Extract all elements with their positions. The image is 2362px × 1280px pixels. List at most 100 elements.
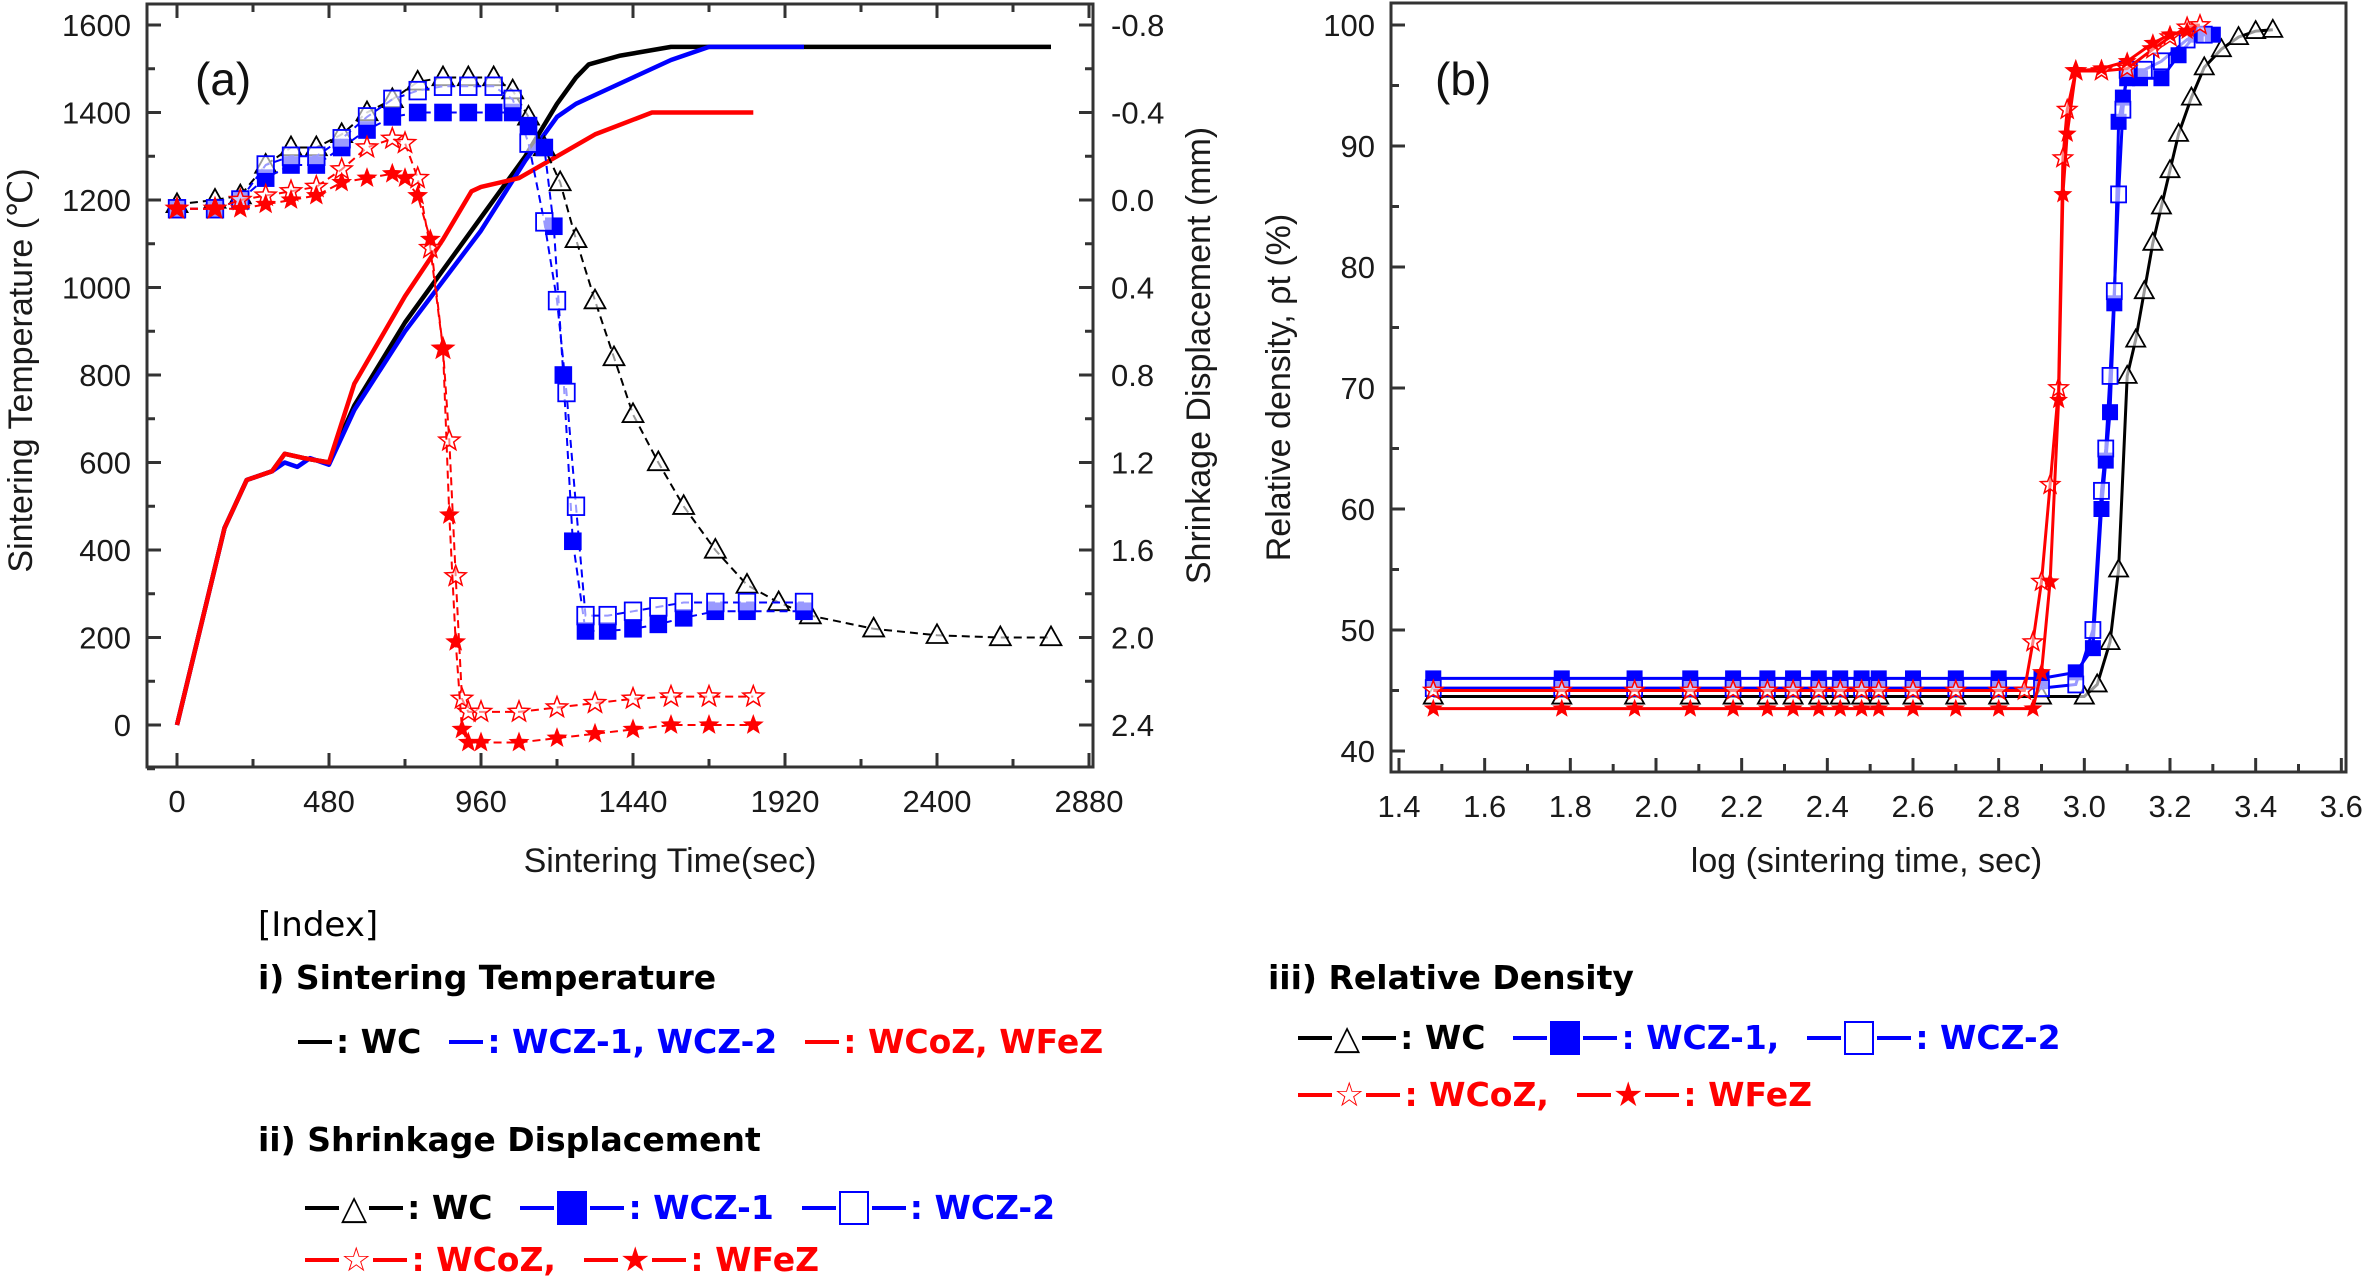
point-wcz-2 <box>503 89 522 110</box>
point-wc <box>2124 327 2147 348</box>
legend-entry-wcoz-density: ☆: WCoZ, <box>1298 1075 1549 1114</box>
point-wcz-1 <box>554 366 573 384</box>
point-wcz-2 <box>674 592 693 613</box>
point-wcz-2 <box>357 107 377 127</box>
index-heading-density: iii) Relative Density <box>1268 958 1634 997</box>
x-tick-label-b: 2.4 <box>1806 789 1849 824</box>
point-wfez <box>438 504 460 524</box>
point-wfez <box>1723 698 1743 717</box>
y-tick-label-b: 70 <box>1341 371 1375 406</box>
point-wc <box>925 622 949 644</box>
point-wcz-2 <box>383 89 402 110</box>
point-wcoz <box>1807 678 1831 701</box>
point-wcoz <box>1987 678 2011 701</box>
point-wcz-1 <box>459 103 478 122</box>
line-swatch <box>1366 1092 1401 1097</box>
line-swatch <box>871 1205 906 1210</box>
point-wcz-1 <box>576 622 595 640</box>
x-tick-label-a: 480 <box>303 784 355 819</box>
point-wcoz <box>1623 678 1647 701</box>
point-wcz-2 <box>2084 621 2102 639</box>
x-tick-label-a: 960 <box>455 784 507 819</box>
y2-tick-label-a: 1.6 <box>1111 533 1154 568</box>
y-tick-label-a: 1200 <box>62 183 131 218</box>
point-wcz-2 <box>484 76 503 96</box>
point-wcoz <box>696 683 722 708</box>
point-wc <box>988 624 1013 647</box>
point-wfez <box>1680 698 1700 717</box>
legend-entry-red-temp: : WCoZ, WFeZ <box>805 1022 1103 1061</box>
point-wcoz <box>2141 37 2165 60</box>
point-wcoz <box>1828 678 1852 701</box>
point-wcoz <box>436 427 462 452</box>
point-wcoz <box>1781 678 1805 701</box>
point-wcz-1 <box>535 138 554 157</box>
open-triangle-icon: △ <box>341 1187 368 1228</box>
line-swatch <box>801 1205 836 1210</box>
line-swatch <box>1362 1035 1397 1040</box>
point-wc <box>2073 684 2096 705</box>
x-tick-label-b: 2.0 <box>1634 789 1677 824</box>
x-axis-title-a: Sintering Time(sec) <box>524 842 817 880</box>
line-swatch <box>1576 1092 1611 1097</box>
point-wcoz <box>1755 678 1779 701</box>
legend-entry-wcz2-density: : WCZ-2 <box>1807 1018 2061 1057</box>
point-wcz-2 <box>332 129 351 149</box>
index-section-temperature: i) Sintering Temperature <box>258 958 716 997</box>
temperature-line-wcoz-wfez <box>174 110 754 726</box>
point-wc <box>2150 194 2173 215</box>
point-wcz-2 <box>794 592 814 613</box>
point-wcz-2 <box>547 290 567 311</box>
y2-tick-label-a: -0.8 <box>1111 8 1164 43</box>
point-wc <box>621 401 645 423</box>
point-wfez <box>432 337 454 358</box>
point-wcoz <box>1944 678 1968 701</box>
point-wcoz <box>620 685 646 710</box>
point-wc <box>2210 37 2233 58</box>
index-row: : WC : WCZ-1, WCZ-2 : WCoZ, WFeZ <box>298 1022 1131 1061</box>
point-wcz-2 <box>408 80 427 101</box>
point-wfez <box>2066 61 2086 80</box>
point-wfez <box>356 167 378 187</box>
legend-entry-wcz-temp: : WCZ-1, WCZ-2 <box>449 1022 777 1061</box>
point-wcoz <box>443 563 469 587</box>
y-tick-label-a: 1000 <box>62 271 131 306</box>
y-tick-label-b: 80 <box>1341 250 1375 285</box>
point-wc <box>671 493 696 515</box>
point-wc <box>1039 624 1063 647</box>
open-star-icon: ☆ <box>1334 1074 1365 1115</box>
y-tick-label-a: 400 <box>79 533 131 568</box>
point-wcz-2 <box>706 592 725 613</box>
point-wfez <box>2057 123 2077 142</box>
line-swatch <box>373 1257 408 1262</box>
point-wcz-1 <box>383 108 402 126</box>
point-wc <box>646 449 671 472</box>
point-wfez <box>381 162 403 183</box>
index-row: ☆: WCoZ, ★: WFeZ <box>1298 1075 1840 1114</box>
line-swatch <box>1807 1035 1842 1040</box>
line-swatch <box>305 1257 339 1262</box>
line-swatch <box>1513 1035 1548 1040</box>
point-wc <box>2116 364 2139 384</box>
point-wcoz <box>2021 629 2045 652</box>
panel-label-b: (b) <box>1435 53 1491 105</box>
point-wfez <box>660 714 682 734</box>
y-tick-label-a: 200 <box>79 621 131 656</box>
point-wcz-2 <box>281 146 301 166</box>
point-wcoz <box>2188 12 2212 35</box>
point-wcz-1 <box>624 619 642 638</box>
y-tick-label-b: 40 <box>1341 734 1375 769</box>
point-wc <box>2167 122 2190 142</box>
point-wc <box>564 226 588 248</box>
y-tick-label-a: 1400 <box>62 96 131 131</box>
x-tick-label-b: 3.4 <box>2234 789 2277 824</box>
line-swatch <box>590 1205 625 1210</box>
point-wcz-2 <box>576 605 595 626</box>
point-wcz-1 <box>649 615 668 634</box>
y-tick-label-b: 100 <box>1323 8 1375 43</box>
legend-entry-wcz2-disp: : WCZ-2 <box>801 1188 1055 1227</box>
point-wcoz <box>658 683 684 708</box>
point-wcz-2 <box>566 496 586 516</box>
index-heading-temperature: i) Sintering Temperature <box>258 958 717 997</box>
